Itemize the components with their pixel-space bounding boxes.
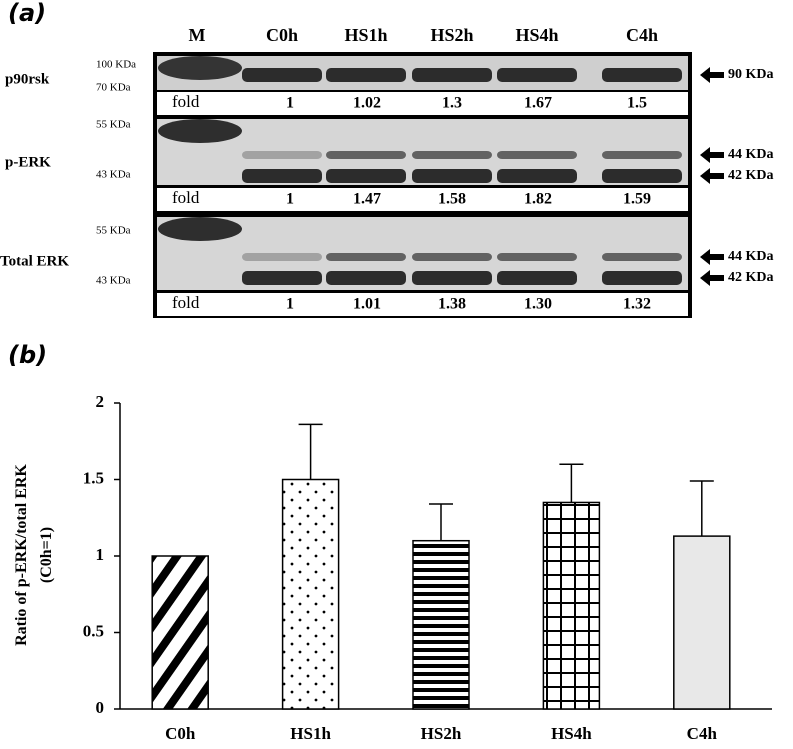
protein-band [326, 271, 406, 285]
bar [412, 539, 470, 710]
band-size: 42 KDa [728, 168, 774, 183]
protein-band [242, 151, 322, 159]
band-arrow [700, 67, 724, 83]
lane-label: HS1h [344, 25, 387, 45]
protein-band [326, 68, 406, 82]
fold-value: 1.3 [442, 95, 462, 112]
protein-band [602, 253, 682, 261]
x-tick-label: HS2h [421, 724, 462, 743]
y-axis-label-line: (C0h=1) [38, 527, 55, 583]
protein-band [412, 68, 492, 82]
blot-name: p90rsk [5, 71, 50, 87]
band-arrow [700, 168, 724, 184]
fold-value: 1 [286, 296, 294, 313]
protein-band [242, 68, 322, 82]
blot-name: Total ERK [0, 253, 69, 269]
marker-band [158, 217, 242, 241]
band-size: 42 KDa [728, 270, 774, 285]
x-tick-label: C0h [165, 724, 196, 743]
lane-label: HS2h [430, 25, 473, 45]
marker-band [158, 56, 242, 80]
lane-label: C0h [266, 25, 298, 45]
protein-band [412, 151, 492, 159]
protein-band [412, 169, 492, 183]
marker-size: 43 KDa [96, 275, 131, 287]
band-arrow [700, 270, 724, 286]
protein-band [602, 169, 682, 183]
protein-band [412, 271, 492, 285]
fold-value: 1 [286, 191, 294, 208]
protein-band [326, 253, 406, 261]
protein-band [242, 253, 322, 261]
fold-value: 1.32 [623, 296, 651, 313]
fold-row [157, 92, 688, 115]
protein-band [602, 271, 682, 285]
fold-value: 1.82 [524, 191, 552, 208]
y-axis-label-line: Ratio of p-ERK/total ERK [13, 464, 30, 646]
bar [542, 501, 601, 710]
protein-band [497, 169, 577, 183]
y-tick-label: 1.5 [83, 468, 104, 487]
lane-label: HS4h [515, 25, 558, 45]
y-tick-label: 0 [96, 698, 105, 717]
fold-label: fold [172, 92, 200, 111]
marker-size: 55 KDa [96, 225, 131, 237]
fold-value: 1 [286, 95, 294, 112]
panel-label: (a) [8, 0, 46, 27]
fold-value: 1.47 [353, 191, 381, 208]
protein-band [497, 68, 577, 82]
y-axis-label: Ratio of p-ERK/total ERK (C0h=1) [13, 464, 55, 646]
panel-label: (b) [8, 341, 47, 369]
x-tick-label: C4h [687, 724, 718, 743]
marker-band [158, 119, 242, 143]
protein-band [326, 169, 406, 183]
marker-size: 100 KDa [96, 59, 136, 71]
protein-band [497, 151, 577, 159]
protein-band [242, 169, 322, 183]
protein-band [497, 253, 577, 261]
bar [151, 555, 209, 710]
band-size: 90 KDa [728, 67, 774, 82]
x-tick-label: HS4h [551, 724, 592, 743]
bar [281, 478, 340, 710]
fold-row [157, 188, 688, 211]
lane-label: M [189, 25, 206, 45]
fold-value: 1.59 [623, 191, 651, 208]
marker-size: 55 KDa [96, 119, 131, 131]
marker-size: 70 KDa [96, 82, 131, 94]
y-tick-label: 1 [96, 545, 105, 564]
band-arrow [700, 249, 724, 265]
fold-label: fold [172, 188, 200, 207]
blot-name: p-ERK [5, 154, 51, 170]
bar [673, 535, 731, 710]
x-tick-label: HS1h [290, 724, 331, 743]
lane-label: C4h [626, 25, 658, 45]
marker-size: 43 KDa [96, 169, 131, 181]
fold-value: 1.5 [627, 95, 647, 112]
y-tick-label: 0.5 [83, 621, 104, 640]
band-size: 44 KDa [728, 147, 774, 162]
fold-label: fold [172, 293, 200, 312]
protein-band [242, 271, 322, 285]
protein-band [602, 68, 682, 82]
protein-band [497, 271, 577, 285]
fold-value: 1.67 [524, 95, 552, 112]
band-size: 44 KDa [728, 249, 774, 264]
protein-band [602, 151, 682, 159]
fold-value: 1.38 [438, 296, 466, 313]
y-tick-label: 2 [96, 392, 105, 411]
fold-row [157, 293, 688, 316]
fold-value: 1.30 [524, 296, 552, 313]
fold-value: 1.02 [353, 95, 381, 112]
band-arrow [700, 147, 724, 163]
fold-value: 1.01 [353, 296, 381, 313]
fold-value: 1.58 [438, 191, 466, 208]
protein-band [326, 151, 406, 159]
protein-band [412, 253, 492, 261]
